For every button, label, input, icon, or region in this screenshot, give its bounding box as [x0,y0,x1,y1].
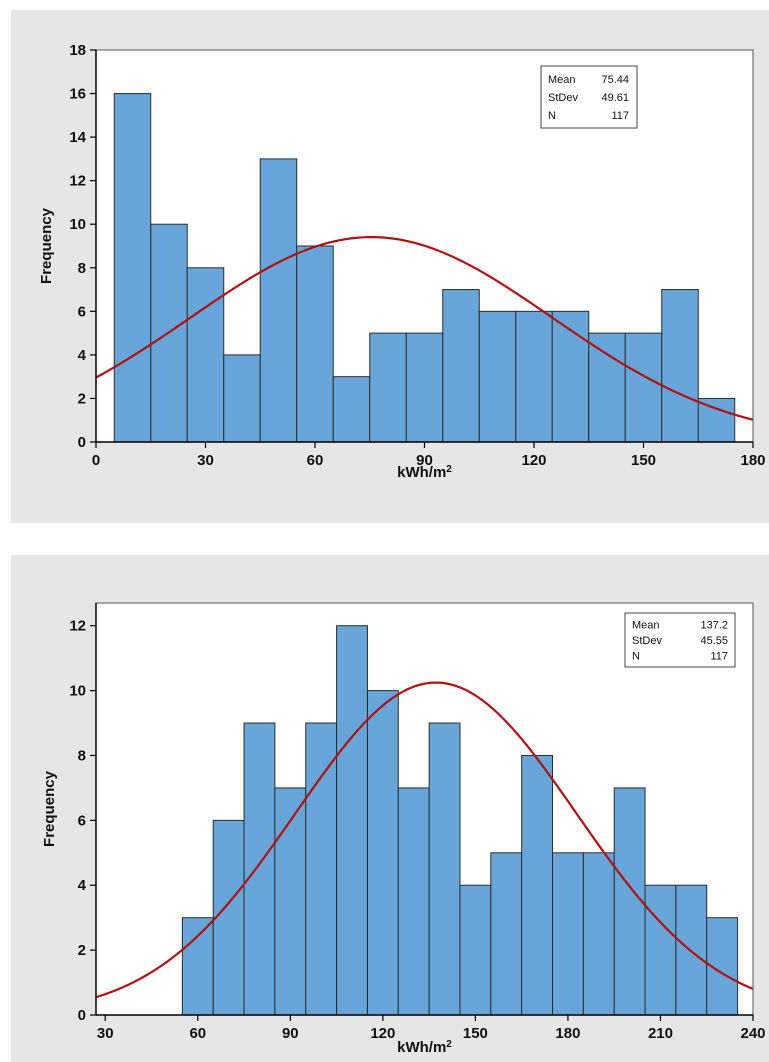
x-axis-label: kWh/m2 [397,1039,452,1057]
x-tick-label: 90 [416,452,433,469]
histogram-bar [223,354,261,443]
histogram-bar [613,787,646,1016]
histogram-bar [397,787,430,1016]
stats-box [624,612,736,668]
x-tick-label: 150 [631,452,656,469]
histogram-bar [551,310,590,443]
histogram-bar [186,267,225,443]
y-tick-label: 2 [78,942,86,959]
histogram-bar [478,310,517,443]
histogram-bar [515,310,553,443]
x-tick-label: 0 [92,452,100,469]
x-tick-label: 120 [521,452,546,469]
histogram-panel-1: 0 30 60 90 120 150 180 0 2 4 6 8 10 12 14 16 18 kWh/m2 Fre… [11,10,769,523]
histogram-bar [243,722,276,1016]
stats-label: N [548,110,556,122]
x-tick-label: 30 [97,1025,114,1042]
histogram-bar [113,93,152,443]
histogram-bar [405,332,444,443]
histogram-chart-1: 0 30 60 90 120 150 180 0 2 4 6 8 10 12 14 16 18 kWh/m2 Fre… [38,42,766,482]
x-tick-label: 60 [189,1025,206,1042]
histogram-bar [428,722,461,1016]
x-tick-label: 30 [197,452,214,469]
normal-fit-curve [95,235,754,421]
histogram-bar [661,289,699,443]
y-tick-label: 18 [69,42,86,59]
x-axis-label: kWh/m2 [397,464,452,482]
x-tick-label: 120 [370,1025,395,1042]
histogram-bar [336,625,368,1016]
y-tick-label: 10 [69,683,86,700]
histogram-bar [582,852,615,1016]
y-tick-label: 10 [69,216,86,233]
y-tick-label: 12 [69,173,86,190]
histogram-bar [259,158,298,443]
y-tick-label: 6 [78,303,86,320]
stats-value: 49.61 [601,92,629,104]
y-tick-label: 4 [78,347,87,364]
y-tick-label: 8 [78,260,86,277]
stats-value: 137.2 [700,620,728,632]
y-axis-label: Frequency [38,207,55,284]
histogram-bar [459,884,492,1016]
histogram-bar [490,852,523,1016]
histogram-bar [588,332,626,443]
histogram-bar [644,884,677,1016]
histogram-panel-2: 30 60 90 120 150 180 210 240 0 2 4 6 8 10 12 kWh/m2 Freq… [11,555,769,1062]
x-tick-label: 210 [648,1025,673,1042]
histogram-bar [442,289,480,443]
x-tick-label: 180 [555,1025,580,1042]
histogram-bar [552,852,584,1016]
stats-box [540,65,638,129]
y-tick-label: 2 [78,390,86,407]
histogram-bar [305,722,338,1016]
stats-label: StDev [632,635,662,647]
stats-value: 117 [710,650,728,662]
x-tick-label: 240 [740,1025,765,1042]
y-tick-label: 4 [78,877,87,894]
stats-label: N [632,650,640,662]
y-tick-label: 0 [78,434,86,451]
x-tick-label: 180 [740,452,765,469]
histogram-bar [296,245,334,443]
histogram-bar [697,397,736,443]
stats-value: 75.44 [601,74,629,86]
histogram-bar [624,332,663,443]
histogram-bar [369,332,407,443]
normal-fit-curve [95,681,754,999]
x-tick-label: 60 [307,452,324,469]
x-tick-label: 150 [463,1025,488,1042]
stats-label: StDev [548,92,578,104]
y-tick-label: 12 [69,618,86,635]
y-tick-label: 16 [69,86,86,103]
x-tick-label: 90 [282,1025,299,1042]
histogram-bar [521,754,554,1016]
histogram-chart-2: 30 60 90 120 150 180 210 240 0 2 4 6 8 10 12 kWh/m2 Freq… [41,602,766,1057]
histogram-bar [332,376,371,443]
y-tick-label: 14 [69,129,86,146]
y-tick-label: 6 [78,812,86,829]
stats-label: Mean [548,74,576,86]
y-tick-label: 0 [78,1007,86,1024]
histogram-bar [212,819,245,1016]
stats-value: 117 [611,110,629,122]
y-tick-label: 8 [78,747,86,764]
histogram-bar [366,690,399,1016]
stats-label: Mean [632,620,660,632]
y-axis-label: Frequency [41,770,58,847]
stats-value: 45.55 [700,635,728,647]
histogram-bar [181,917,214,1016]
